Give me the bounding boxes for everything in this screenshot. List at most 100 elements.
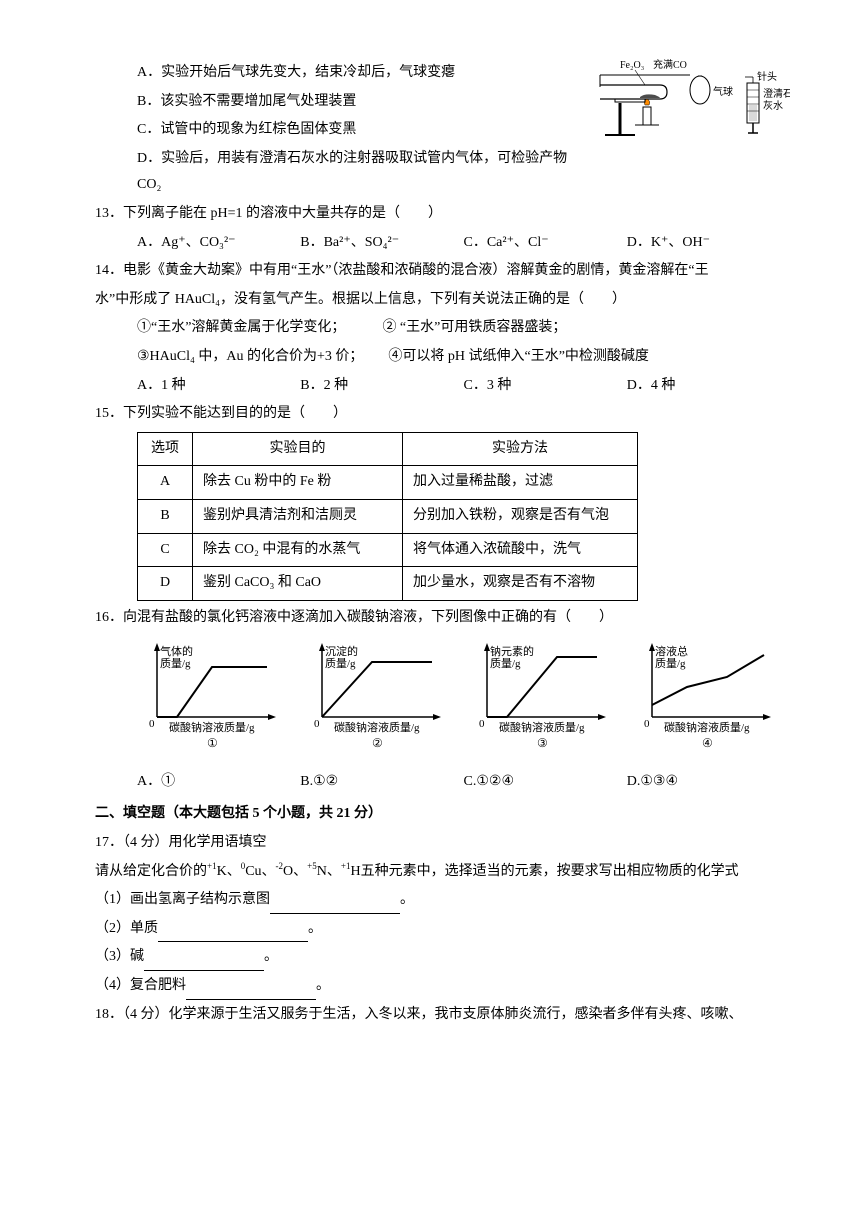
table-row: D 鉴别 CaCO₃ 和 CaO 加少量水，观察是否有不溶物 bbox=[138, 567, 638, 601]
q16-opt-c: C.①②④ bbox=[464, 769, 627, 796]
svg-text:沉淀的: 沉淀的 bbox=[325, 644, 358, 658]
q16-options: A．① B.①② C.①②④ D.①③④ bbox=[95, 769, 790, 796]
cell-purpose: 鉴别 CaCO₃ 和 CaO bbox=[193, 567, 403, 601]
q17-intro: 请从给定化合价的+1K、0Cu、-2O、+5N、+1H五种元素中，选择适当的元素… bbox=[95, 859, 790, 886]
svg-text:质量/g: 质量/g bbox=[325, 657, 356, 670]
q17-sub3-text: （3）碱 bbox=[95, 949, 144, 964]
svg-text:质量/g: 质量/g bbox=[490, 657, 521, 670]
cell-purpose: 除去 Cu 粉中的 Fe 粉 bbox=[193, 466, 403, 500]
cell-purpose: 除去 CO₂ 中混有的水蒸气 bbox=[193, 533, 403, 567]
q13-stem: 13．下列离子能在 pH=1 的溶液中大量共存的是（ ） bbox=[95, 201, 790, 228]
svg-text:0: 0 bbox=[644, 718, 650, 730]
q17-intro-b: 五种元素中，选择适当的元素，按要求写出相应物质的化学式 bbox=[361, 864, 739, 879]
q17-sub2-text: （2）单质 bbox=[95, 921, 158, 936]
q17-sub3: （3）碱。 bbox=[95, 944, 790, 971]
cell-opt: A bbox=[138, 466, 193, 500]
q14-stmt-4: ④可以将 pH 试纸伸入“王水”中检测酸碱度 bbox=[388, 349, 649, 364]
blank-input[interactable] bbox=[186, 984, 316, 1000]
q17-stem: 17．（4 分）用化学用语填空 bbox=[95, 830, 790, 857]
balloon-label: 气球 bbox=[713, 85, 733, 98]
th-purpose: 实验目的 bbox=[193, 432, 403, 466]
cell-method: 加少量水，观察是否有不溶物 bbox=[403, 567, 638, 601]
chart-3: 钠元素的 质量/g 0 碳酸钠溶液质量/g ③ bbox=[467, 637, 617, 763]
blank-input[interactable] bbox=[144, 955, 264, 971]
table-header-row: 选项 实验目的 实验方法 bbox=[138, 432, 638, 466]
q17-intro-a: 请从给定化合价的 bbox=[95, 864, 207, 879]
cell-opt: B bbox=[138, 499, 193, 533]
q14-line2: ③HAuCl₄ 中，Au 的化合价为+3 价； ④可以将 pH 试纸伸入“王水”… bbox=[95, 344, 790, 371]
co-label: 充满CO bbox=[653, 58, 687, 71]
q14-opt-a: A．1 种 bbox=[137, 373, 300, 400]
chart-1: 气体的 质量/g 0 碳酸钠溶液质量/g ① bbox=[137, 637, 287, 763]
period: 。 bbox=[316, 978, 330, 993]
q16-stem: 16．向混有盐酸的氯化钙溶液中逐滴加入碳酸钠溶液，下列图像中正确的有（ ） bbox=[95, 605, 790, 632]
svg-text:①: ① bbox=[207, 736, 218, 750]
svg-text:澄清石: 澄清石 bbox=[763, 87, 790, 100]
q17-sub1-text: （1）画出氢离子结构示意图 bbox=[95, 892, 270, 907]
q14-stmt-3: ③HAuCl₄ 中，Au 的化合价为+3 价； bbox=[137, 349, 363, 364]
table-row: C 除去 CO₂ 中混有的水蒸气 将气体通入浓硫酸中，洗气 bbox=[138, 533, 638, 567]
q17-sub4-text: （4）复合肥料 bbox=[95, 978, 186, 993]
chart-2: 沉淀的 质量/g 0 碳酸钠溶液质量/g ② bbox=[302, 637, 452, 763]
q18-stem: 18．（4 分）化学来源于生活又服务于生活，入冬以来，我市支原体肺炎流行，感染者… bbox=[95, 1002, 790, 1029]
valence-Cu: 0Cu bbox=[241, 864, 262, 879]
q14-line1: ①“王水”溶解黄金属于化学变化； ② “王水”可用铁质容器盛装； bbox=[95, 315, 790, 342]
q17-sub2: （2）单质 。 bbox=[95, 916, 790, 943]
svg-text:0: 0 bbox=[479, 718, 485, 730]
q13-opt-b: B．Ba²⁺、SO₄²⁻ bbox=[300, 230, 463, 257]
q13-opt-a: A．Ag⁺、CO₃²⁻ bbox=[137, 230, 300, 257]
cell-method: 将气体通入浓硫酸中，洗气 bbox=[403, 533, 638, 567]
cell-opt: D bbox=[138, 567, 193, 601]
q16-opt-b: B.①② bbox=[300, 769, 463, 796]
q13-opt-d: D．K⁺、OH⁻ bbox=[627, 230, 790, 257]
valence-O: -2O bbox=[276, 864, 294, 879]
svg-text:碳酸钠溶液质量/g: 碳酸钠溶液质量/g bbox=[499, 720, 585, 734]
svg-text:气体的: 气体的 bbox=[160, 644, 193, 658]
th-method: 实验方法 bbox=[403, 432, 638, 466]
q13-options: A．Ag⁺、CO₃²⁻ B．Ba²⁺、SO₄²⁻ C．Ca²⁺、Cl⁻ D．K⁺… bbox=[95, 230, 790, 257]
q14-stem-1: 14．电影《黄金大劫案》中有用“王水”（浓盐酸和浓硝酸的混合液）溶解黄金的剧情，… bbox=[95, 258, 790, 285]
chart-4: 溶液总 质量/g 0 碳酸钠溶液质量/g ④ bbox=[632, 637, 782, 763]
q14-stmt-2: ② “王水”可用铁质容器盛装； bbox=[382, 320, 566, 335]
svg-text:0: 0 bbox=[314, 718, 320, 730]
apparatus-diagram: Fe₂O₃ 充满CO 气球 针头 澄清石 灰水 bbox=[585, 55, 790, 150]
blank-input[interactable] bbox=[158, 926, 308, 942]
q14-stmt-1: ①“王水”溶解黄金属于化学变化； bbox=[137, 320, 345, 335]
svg-text:质量/g: 质量/g bbox=[160, 657, 191, 670]
q14-opt-c: C．3 种 bbox=[464, 373, 627, 400]
needle-label: 针头 bbox=[757, 70, 777, 83]
valence-N: +5N bbox=[307, 864, 327, 879]
svg-text:②: ② bbox=[372, 736, 383, 750]
q17-sub1: （1）画出氢离子结构示意图 。 bbox=[95, 887, 790, 914]
svg-text:碳酸钠溶液质量/g: 碳酸钠溶液质量/g bbox=[169, 720, 255, 734]
svg-text:溶液总: 溶液总 bbox=[655, 644, 688, 658]
svg-text:③: ③ bbox=[537, 736, 548, 750]
table-row: B 鉴别炉具清洁剂和洁厕灵 分别加入铁粉，观察是否有气泡 bbox=[138, 499, 638, 533]
q16-charts: 气体的 质量/g 0 碳酸钠溶液质量/g ① 沉淀的 质量/g 0 碳酸钠溶液质… bbox=[95, 637, 790, 763]
blank-input[interactable] bbox=[270, 898, 400, 914]
th-opt: 选项 bbox=[138, 432, 193, 466]
q16-opt-d: D.①③④ bbox=[627, 769, 790, 796]
svg-text:碳酸钠溶液质量/g: 碳酸钠溶液质量/g bbox=[664, 720, 750, 734]
q14-opt-b: B．2 种 bbox=[300, 373, 463, 400]
valence-K: +1K bbox=[207, 864, 227, 879]
q14-opt-d: D．4 种 bbox=[627, 373, 790, 400]
fe2o3-label: Fe₂O₃ bbox=[620, 60, 644, 71]
q16-opt-a: A．① bbox=[137, 769, 300, 796]
svg-text:④: ④ bbox=[702, 736, 713, 750]
period: 。 bbox=[400, 892, 414, 907]
valence-H: +1H bbox=[341, 864, 361, 879]
cell-method: 加入过量稀盐酸，过滤 bbox=[403, 466, 638, 500]
q17-sub4: （4）复合肥料 。 bbox=[95, 973, 790, 1000]
q14-options: A．1 种 B．2 种 C．3 种 D．4 种 bbox=[95, 373, 790, 400]
period: 。 bbox=[308, 921, 322, 936]
table-row: A 除去 Cu 粉中的 Fe 粉 加入过量稀盐酸，过滤 bbox=[138, 466, 638, 500]
svg-text:碳酸钠溶液质量/g: 碳酸钠溶液质量/g bbox=[334, 720, 420, 734]
svg-text:0: 0 bbox=[149, 718, 155, 730]
svg-text:钠元素的: 钠元素的 bbox=[490, 644, 534, 658]
q12-option-d: D．实验后，用装有澄清石灰水的注射器吸取试管内气体，可检验产物 CO₂ bbox=[95, 146, 790, 199]
section-2-title: 二、填空题（本大题包括 5 个小题，共 21 分） bbox=[95, 801, 790, 828]
cell-method: 分别加入铁粉，观察是否有气泡 bbox=[403, 499, 638, 533]
q13-opt-c: C．Ca²⁺、Cl⁻ bbox=[464, 230, 627, 257]
svg-text:质量/g: 质量/g bbox=[655, 657, 686, 670]
